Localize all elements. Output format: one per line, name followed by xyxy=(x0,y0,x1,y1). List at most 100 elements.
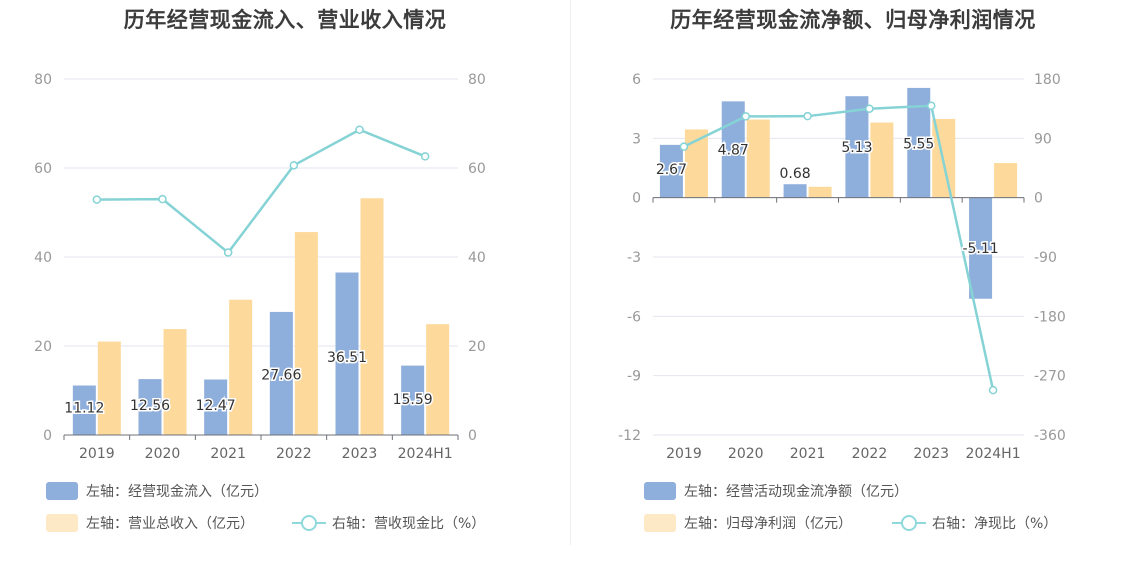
y-right-tick-label: -180 xyxy=(1034,309,1066,325)
left-chart-svg: 0 20 40 60 80 0 20 40 60 80 2019 2020 2021 2022 2023 20… xyxy=(34,72,486,462)
y-right-tick-label: 60 xyxy=(468,161,486,177)
y-right-tick-label: -360 xyxy=(1034,428,1066,444)
left-chart-panel: 历年经营现金流入、营业收入情况 0 20 40 60 80 0 20 40 60 80 2019 20… xyxy=(34,8,486,533)
line-point xyxy=(223,248,233,257)
y-right-tick-label: 180 xyxy=(1034,72,1061,88)
y-right-tick-label: 20 xyxy=(468,339,486,355)
legend-swatch xyxy=(46,514,78,532)
y-right-tick-label: 0 xyxy=(1034,191,1043,207)
y-left-tick-label: 6 xyxy=(632,72,641,88)
bar xyxy=(746,119,770,198)
legend-item-revenue[interactable]: 左轴：营业总收入（亿元） xyxy=(46,513,254,533)
legend-swatch xyxy=(644,482,676,500)
line-point xyxy=(92,195,102,204)
data-label: 27.66 xyxy=(261,368,301,384)
legend-item-net-profit[interactable]: 左轴：归母净利润（亿元） xyxy=(644,513,852,533)
y-right-tick-label: -270 xyxy=(1034,369,1066,385)
line-point xyxy=(289,161,299,170)
y-right-tick-label: 80 xyxy=(468,72,486,88)
data-label: 5.13 xyxy=(841,140,872,156)
legend-item-cash-inflow[interactable]: 左轴：经营现金流入（亿元） xyxy=(46,481,268,501)
y-left-tick-label: 40 xyxy=(34,250,52,266)
y-right-tick-label: 90 xyxy=(1034,131,1052,147)
y-right-tick-label: 0 xyxy=(468,428,477,444)
data-label: 11.12 xyxy=(64,401,104,417)
x-tick-label: 2020 xyxy=(728,446,764,462)
x-tick-label: 2021 xyxy=(210,446,246,462)
legend-label: 左轴：经营现金流入（亿元） xyxy=(86,484,268,500)
legend-swatch xyxy=(46,482,78,500)
x-tick-label: 2019 xyxy=(79,446,115,462)
x-tick-label: 2023 xyxy=(913,446,949,462)
bar xyxy=(138,379,162,435)
x-tick-label: 2024H1 xyxy=(398,446,453,462)
legend-item-net-cash-flow[interactable]: 左轴：经营活动现金流净额（亿元） xyxy=(644,481,908,501)
bar xyxy=(335,272,359,435)
x-tick-label: 2022 xyxy=(276,446,312,462)
bar xyxy=(97,341,121,435)
data-label: 15.59 xyxy=(393,392,433,408)
bar xyxy=(969,197,993,299)
x-tick-label: 2024H1 xyxy=(966,446,1021,462)
bar xyxy=(204,379,228,435)
x-tick-label: 2019 xyxy=(666,446,702,462)
y-left-tick-label: -9 xyxy=(627,369,641,385)
y-left-tick-label: 0 xyxy=(632,191,641,207)
legend-item-net-cash-ratio[interactable]: 右轴：净现比（%） xyxy=(892,513,1057,533)
y-left-tick-label: 3 xyxy=(632,131,641,147)
bar xyxy=(72,385,96,435)
data-label: 4.87 xyxy=(718,142,749,158)
legend-swatch xyxy=(644,514,676,532)
data-label: 12.56 xyxy=(130,398,170,414)
y-left-tick-label: -6 xyxy=(627,309,641,325)
y-left-tick-label: 80 xyxy=(34,72,52,88)
bar xyxy=(229,299,253,435)
right-chart-svg: -12 -9 -6 -3 0 3 6 -360 -270 -180 -90 0 90 180 2019 202… xyxy=(618,72,1066,462)
bar xyxy=(870,122,894,198)
line-point xyxy=(741,112,750,121)
bar xyxy=(426,324,450,435)
line-point xyxy=(355,125,364,134)
right-chart-panel: 历年经营现金流净额、归母净利润情况 -12 -9 -6 -3 0 3 6 -360 -270 -1… xyxy=(572,0,1134,582)
bar xyxy=(808,186,832,198)
y-left-tick-label: -12 xyxy=(618,428,641,444)
x-tick-label: 2020 xyxy=(145,446,181,462)
x-tick-label: 2021 xyxy=(790,446,826,462)
bar xyxy=(163,329,187,435)
line-point xyxy=(420,152,430,161)
series-line xyxy=(96,128,426,255)
legend-label: 右轴：营收现金比（%） xyxy=(332,516,486,532)
legend-label: 左轴：经营活动现金流净额（亿元） xyxy=(684,484,908,500)
bar xyxy=(907,87,931,198)
y-right-tick-label: 40 xyxy=(468,250,486,266)
line-point xyxy=(988,385,998,395)
y-left-tick-label: 60 xyxy=(34,161,52,177)
legend-line-swatch xyxy=(292,514,326,532)
bar xyxy=(994,163,1018,198)
y-right-tick-label: -90 xyxy=(1034,250,1057,266)
chart-title: 历年经营现金流入、营业收入情况 xyxy=(123,8,447,32)
line-point xyxy=(803,111,812,121)
legend-label: 右轴：净现比（%） xyxy=(932,516,1058,532)
y-left-tick-label: -3 xyxy=(627,250,641,266)
legend-item-ratio[interactable]: 右轴：营收现金比（%） xyxy=(292,513,485,533)
x-tick-label: 2023 xyxy=(342,446,378,462)
data-label: 36.51 xyxy=(327,350,367,366)
y-left-tick-label: 20 xyxy=(34,339,52,355)
line-point xyxy=(158,194,167,204)
data-label: 12.47 xyxy=(196,398,236,414)
bar xyxy=(783,184,807,198)
bar xyxy=(269,311,293,435)
line-point xyxy=(865,104,874,113)
panel-divider xyxy=(570,0,571,545)
series-line xyxy=(683,104,995,391)
y-left-tick-label: 0 xyxy=(43,428,52,444)
legend-line-swatch xyxy=(892,514,926,532)
data-label: -5.11 xyxy=(962,241,998,257)
x-tick-label: 2022 xyxy=(852,446,888,462)
legend-label: 左轴：归母净利润（亿元） xyxy=(684,516,852,532)
bar xyxy=(845,96,869,198)
bar xyxy=(659,144,683,198)
line-point xyxy=(927,101,936,111)
bar xyxy=(401,365,425,435)
